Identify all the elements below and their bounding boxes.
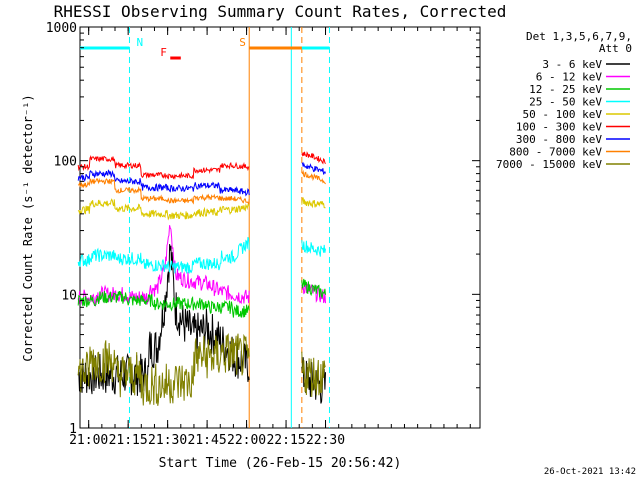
legend-header: Det 1,3,5,6,7,9,	[526, 30, 632, 43]
series-line	[77, 169, 250, 197]
flag-label: S	[239, 36, 246, 49]
x-tick-label: 21:45	[188, 433, 227, 448]
legend-entry: 3 - 6 keV	[542, 58, 602, 71]
data-series	[77, 151, 326, 406]
chart-title: RHESSI Observing Summary Count Rates, Co…	[54, 2, 507, 21]
legend-header: Att 0	[599, 42, 632, 55]
series-line	[77, 290, 250, 318]
series-line	[77, 332, 250, 406]
series-line	[301, 169, 326, 185]
y-tick-label: 1000	[46, 21, 77, 36]
observing-flag-bars: N SF	[80, 36, 330, 60]
y-axis: 1 10 100 1000	[46, 21, 480, 437]
series-line	[301, 151, 326, 165]
plot-frame	[79, 26, 481, 429]
series-line	[77, 198, 250, 221]
flag-label: N	[136, 36, 143, 49]
legend-entry: 25 - 50 keV	[529, 96, 602, 109]
legend-entry: 12 - 25 keV	[529, 83, 602, 96]
series-line	[301, 351, 326, 398]
x-tick-label: 21:30	[148, 433, 187, 448]
x-axis: 21:00 21:15 21:30 21:45 22:00 22:15 22:30	[69, 27, 471, 448]
legend-entry: 100 - 300 keV	[516, 121, 602, 134]
flag-label: F	[160, 46, 167, 59]
y-tick-label: 100	[54, 155, 77, 170]
series-line	[77, 177, 250, 205]
y-axis-label: Corrected Count Rate (s⁻¹ detector⁻¹)	[21, 94, 35, 361]
footer-timestamp: 26-Oct-2021 13:42	[544, 467, 636, 477]
legend-entry: 7000 - 15000 keV	[496, 158, 602, 171]
x-axis-label: Start Time (26-Feb-15 20:56:42)	[159, 456, 402, 471]
series-line	[301, 240, 326, 257]
x-tick-label: 22:15	[266, 433, 305, 448]
series-line	[77, 236, 250, 274]
x-tick-label: 22:30	[306, 433, 345, 448]
series-line	[77, 155, 250, 180]
y-tick-label: 1	[69, 422, 77, 437]
legend-entry: 6 - 12 keV	[536, 71, 603, 84]
x-tick-label: 21:00	[69, 433, 108, 448]
series-line	[301, 357, 326, 404]
legend-entry: 50 - 100 keV	[523, 108, 603, 121]
x-tick-label: 22:00	[227, 433, 266, 448]
legend-entry: 800 - 7000 keV	[509, 146, 602, 159]
legend-entry: 300 - 800 keV	[516, 133, 602, 146]
series-line	[301, 197, 326, 209]
series-line	[301, 161, 326, 175]
series-line	[301, 278, 326, 300]
x-tick-label: 21:15	[109, 433, 148, 448]
y-tick-label: 10	[61, 288, 77, 303]
